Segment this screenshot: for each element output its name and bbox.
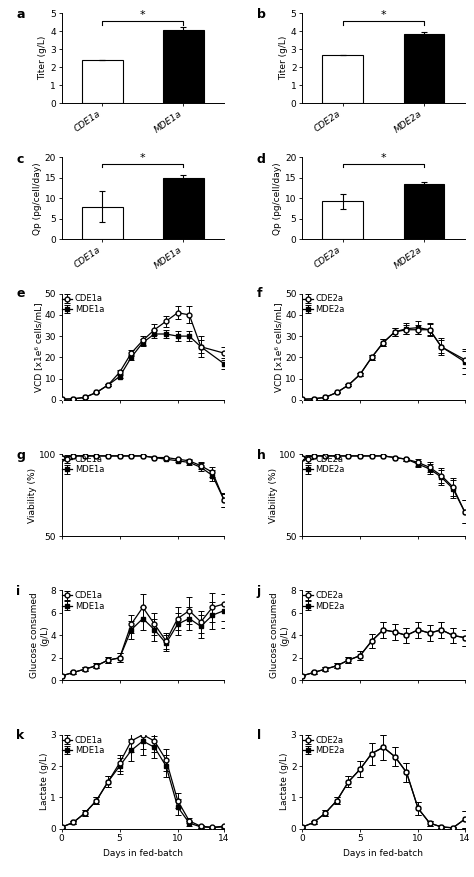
Y-axis label: Viability (%): Viability (%)	[28, 467, 37, 523]
Text: b: b	[256, 8, 265, 21]
Y-axis label: Titer (g/L): Titer (g/L)	[38, 36, 47, 81]
Text: e: e	[16, 288, 25, 300]
Bar	[163, 178, 204, 239]
Legend: CDE1a, MDE1a: CDE1a, MDE1a	[63, 455, 104, 474]
Text: f: f	[256, 288, 262, 300]
Y-axis label: Lactate (g/L): Lactate (g/L)	[40, 753, 49, 810]
Bar	[322, 201, 363, 239]
X-axis label: Days in fed-batch: Days in fed-batch	[103, 849, 183, 858]
Legend: CDE1a, MDE1a: CDE1a, MDE1a	[63, 295, 104, 314]
Bar	[403, 184, 444, 239]
Text: h: h	[256, 449, 265, 462]
Text: j: j	[256, 585, 261, 598]
Bar	[163, 30, 204, 103]
Text: a: a	[16, 8, 25, 21]
Y-axis label: Glucose consumed
(g/L): Glucose consumed (g/L)	[270, 593, 289, 678]
Y-axis label: Titer (g/L): Titer (g/L)	[279, 36, 288, 81]
Text: d: d	[256, 153, 265, 166]
Legend: CDE2a, MDE2a: CDE2a, MDE2a	[303, 295, 345, 314]
Bar	[403, 34, 444, 103]
Y-axis label: Lactate (g/L): Lactate (g/L)	[280, 753, 289, 810]
Legend: CDE2a, MDE2a: CDE2a, MDE2a	[303, 591, 345, 610]
Text: i: i	[16, 585, 20, 598]
Y-axis label: Glucose consumed
(g/L): Glucose consumed (g/L)	[29, 593, 49, 678]
Text: *: *	[381, 11, 386, 20]
Y-axis label: Qp (pg/cell/day): Qp (pg/cell/day)	[33, 162, 42, 235]
Legend: CDE1a, MDE1a: CDE1a, MDE1a	[63, 591, 104, 610]
Text: *: *	[140, 153, 146, 163]
Bar	[322, 55, 363, 103]
Text: k: k	[16, 729, 24, 742]
Bar	[82, 60, 123, 103]
Text: l: l	[256, 729, 261, 742]
X-axis label: Days in fed-batch: Days in fed-batch	[343, 849, 423, 858]
Legend: CDE2a, MDE2a: CDE2a, MDE2a	[303, 736, 345, 755]
Y-axis label: VCD [x1e⁶ cells/mL]: VCD [x1e⁶ cells/mL]	[274, 302, 283, 391]
Text: *: *	[381, 153, 386, 163]
Text: *: *	[140, 11, 146, 20]
Y-axis label: Viability (%): Viability (%)	[269, 467, 278, 523]
Bar	[82, 206, 123, 239]
Y-axis label: VCD [x1e⁶ cells/mL]: VCD [x1e⁶ cells/mL]	[34, 302, 43, 391]
Text: c: c	[16, 153, 24, 166]
Y-axis label: Qp (pg/cell/day): Qp (pg/cell/day)	[273, 162, 282, 235]
Text: g: g	[16, 449, 25, 462]
Legend: CDE2a, MDE2a: CDE2a, MDE2a	[303, 455, 345, 474]
Legend: CDE1a, MDE1a: CDE1a, MDE1a	[63, 736, 104, 755]
